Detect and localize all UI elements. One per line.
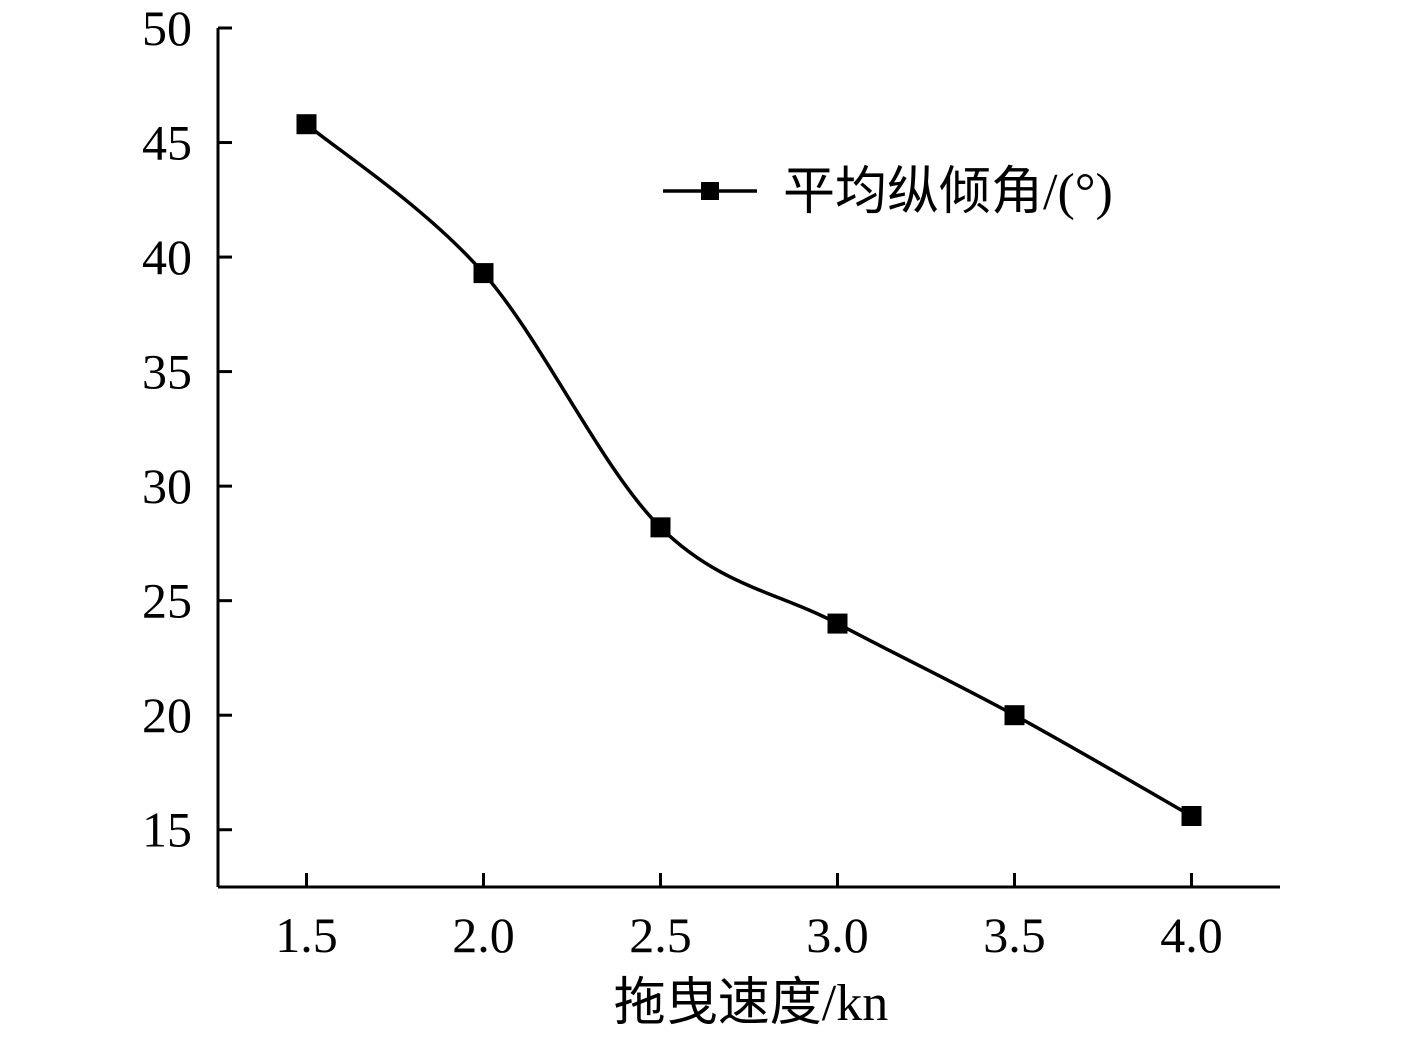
data-point-marker xyxy=(1004,705,1025,726)
x-tick-label: 3.5 xyxy=(983,907,1046,963)
y-tick-label: 25 xyxy=(142,573,192,629)
x-tick-label: 3.0 xyxy=(806,907,869,963)
data-point-marker xyxy=(1181,805,1202,826)
y-tick-label: 45 xyxy=(142,115,192,171)
legend: 平均纵倾角/(°) xyxy=(663,164,1113,221)
series-markers xyxy=(296,114,1202,826)
x-tick-label: 4.0 xyxy=(1160,907,1223,963)
x-axis-ticks: 1.5 2.0 2.5 3.0 3.5 4.0 xyxy=(275,873,1223,963)
data-point-marker xyxy=(473,263,494,284)
y-tick-label: 40 xyxy=(142,229,192,285)
y-tick-label: 35 xyxy=(142,344,192,400)
y-tick-label: 20 xyxy=(142,687,192,743)
y-tick-label: 30 xyxy=(142,458,192,514)
x-tick-label: 1.5 xyxy=(275,907,338,963)
x-axis-title: 拖曳速度/kn xyxy=(614,975,888,1032)
y-axis-ticks: 15 20 25 30 35 40 45 50 xyxy=(142,0,232,858)
data-point-marker xyxy=(650,517,671,538)
data-point-marker xyxy=(827,613,848,634)
series-line-average-trim-angle xyxy=(305,122,1193,818)
x-tick-label: 2.5 xyxy=(629,907,692,963)
plot-area: 15 20 25 30 35 40 45 50 1.5 2.0 2.5 3.0 3.5 4.0 xyxy=(142,0,1280,963)
data-point-marker xyxy=(296,114,317,135)
x-tick-label: 2.0 xyxy=(452,907,515,963)
y-tick-label: 50 xyxy=(142,0,192,56)
y-tick-label: 15 xyxy=(142,802,192,858)
legend-series-label: 平均纵倾角/(°) xyxy=(783,164,1113,221)
legend-marker-swatch xyxy=(701,182,719,200)
